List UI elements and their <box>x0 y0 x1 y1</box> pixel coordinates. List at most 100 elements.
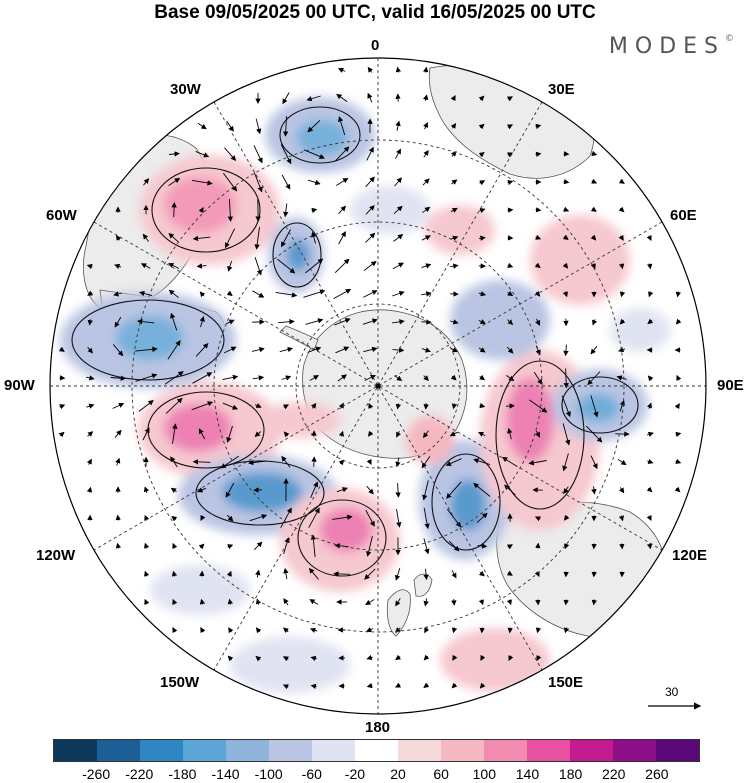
wind-vector <box>423 654 430 661</box>
wind-vector <box>421 235 431 241</box>
wind-vector <box>423 375 429 382</box>
wind-vector <box>112 344 124 357</box>
wind-vector <box>479 180 486 186</box>
wind-vector <box>307 119 321 133</box>
wind-vector <box>112 402 125 409</box>
wind-vector <box>562 291 568 298</box>
wind-vector <box>115 234 122 241</box>
wind-vector <box>534 516 541 522</box>
wind-vector <box>675 458 682 464</box>
wind-vector <box>198 543 205 550</box>
wind-vector <box>618 178 625 184</box>
wind-vector <box>478 151 485 158</box>
wind-vector <box>396 430 402 438</box>
wind-vector <box>507 152 514 158</box>
wind-vector <box>450 122 457 129</box>
wind-vector <box>310 683 317 690</box>
colorbar-tick-label: -260 <box>82 766 111 782</box>
wind-vector <box>281 375 292 381</box>
wind-vector <box>675 431 682 438</box>
wind-vector <box>114 429 122 438</box>
wind-vector <box>421 347 431 353</box>
wind-vector <box>619 291 626 298</box>
wind-vector <box>422 94 429 101</box>
wind-vector <box>362 290 378 298</box>
wind-vector <box>363 346 378 353</box>
colorbar-tick-label: -220 <box>125 766 154 782</box>
colorbar-ticks: -260 -220 -180 -140 -100 -60 -20 20 60 100 140 180 2… <box>0 766 750 783</box>
wind-vector <box>110 375 127 381</box>
wind-vector <box>338 116 346 136</box>
wind-vector <box>115 542 122 549</box>
colorbar-tick-label: 140 <box>515 766 540 782</box>
colorbar-swatch <box>613 740 656 761</box>
wind-vector <box>480 654 486 662</box>
wind-vector <box>452 654 458 661</box>
wind-vector <box>366 682 373 689</box>
wind-vector <box>587 371 601 386</box>
wind-vector <box>172 542 178 549</box>
wind-vector <box>647 263 653 270</box>
wind-vector <box>450 347 458 353</box>
wind-vector <box>392 319 405 325</box>
wind-vector <box>535 207 542 213</box>
wind-vector <box>200 627 206 634</box>
wind-vector <box>473 482 491 497</box>
wind-vector <box>591 150 598 157</box>
wind-vector <box>564 543 570 550</box>
wind-vector <box>505 403 515 409</box>
wind-vector <box>282 116 289 137</box>
wind-vector <box>450 374 457 381</box>
wind-vector <box>394 567 401 581</box>
wind-vector <box>562 423 571 446</box>
wind-vector <box>450 263 459 269</box>
modes-logo: MODES© <box>608 34 734 59</box>
wind-vector <box>364 568 376 580</box>
wind-vector <box>535 234 542 240</box>
wind-vector <box>535 123 542 130</box>
wind-vector <box>226 319 235 325</box>
wind-vector <box>648 291 654 298</box>
wind-vector <box>366 485 374 495</box>
wind-vector <box>305 318 324 325</box>
wind-vector <box>334 258 350 274</box>
wind-vector <box>144 542 150 549</box>
colorbar-tick-label: -100 <box>254 766 283 782</box>
wind-vector <box>590 234 597 241</box>
wind-vector <box>534 571 540 578</box>
lon-label-30w: 30W <box>170 81 201 98</box>
wind-vector <box>528 460 547 466</box>
wind-vector <box>535 542 541 549</box>
wind-vector <box>423 149 429 158</box>
wind-vector <box>308 179 321 186</box>
wind-vector <box>164 371 184 385</box>
wind-vector <box>507 319 514 326</box>
wind-vector <box>220 455 240 469</box>
wind-vector <box>283 598 289 606</box>
wind-vector <box>283 567 289 580</box>
wind-vector <box>675 318 682 325</box>
wind-vector <box>222 374 239 381</box>
wind-vector <box>365 599 375 605</box>
wind-vector <box>619 399 625 412</box>
wind-vector <box>533 371 543 385</box>
wind-vector <box>591 178 598 184</box>
colorbar-swatch <box>269 740 312 761</box>
wind-vector <box>368 402 374 409</box>
wind-vector <box>618 234 624 241</box>
wind-vector <box>451 570 457 579</box>
wind-vector <box>338 205 347 215</box>
wind-vector <box>311 231 317 244</box>
wind-vector <box>309 599 319 605</box>
lon-label-0: 0 <box>371 37 380 54</box>
wind-vector <box>563 514 570 521</box>
wind-vector <box>506 544 513 550</box>
wind-vector <box>192 459 211 465</box>
wind-vector <box>253 145 263 164</box>
colorbar <box>53 739 700 762</box>
wind-vector <box>280 144 292 165</box>
wind-vector <box>562 453 569 472</box>
colorbar-tick-label: -60 <box>301 766 322 782</box>
wind-vector <box>144 570 150 577</box>
wind-vector <box>338 402 344 409</box>
